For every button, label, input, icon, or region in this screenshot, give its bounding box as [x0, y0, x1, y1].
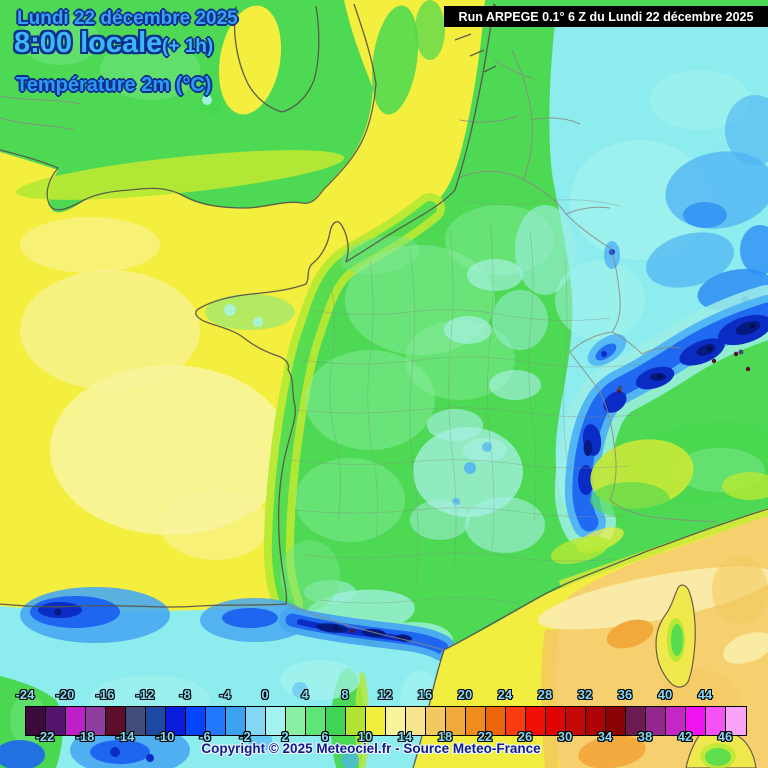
colorbar-cell: [586, 707, 606, 735]
colorbar-label: 38: [637, 729, 653, 744]
colorbar-label: 22: [477, 729, 493, 744]
colorbar-cell: [266, 707, 286, 735]
copyright-line: Copyright © 2025 Meteociel.fr - Source M…: [201, 741, 541, 756]
colorbar-label: 6: [321, 729, 329, 744]
colorbar-cell: [606, 707, 626, 735]
colorbar-cell: [66, 707, 86, 735]
colorbar-cell: [226, 707, 246, 735]
colorbar-cell: [646, 707, 666, 735]
colorbar-label: 2: [281, 729, 289, 744]
colorbar-label: 40: [657, 687, 673, 702]
colorbar-cell: [566, 707, 586, 735]
colorbar-cell: [386, 707, 406, 735]
colorbar-label: 42: [677, 729, 693, 744]
colorbar-label: 4: [301, 687, 309, 702]
colorbar-cell: [306, 707, 326, 735]
colorbar-label: 32: [577, 687, 593, 702]
colorbar-cell: [526, 707, 546, 735]
colorbar-cell: [46, 707, 66, 735]
colorbar-label: 26: [517, 729, 533, 744]
colorbar-cell: [546, 707, 566, 735]
colorbar-cell: [106, 707, 126, 735]
map-date: Lundi 22 décembre 2025: [17, 8, 238, 29]
colorbar-label: -16: [95, 687, 115, 702]
colorbar-cell: [726, 707, 746, 735]
map-time: 8:00 locale: [14, 27, 163, 59]
colorbar-cell: [186, 707, 206, 735]
colorbar-cell: [366, 707, 386, 735]
colorbar-cell: [166, 707, 186, 735]
colorbar-label: 28: [537, 687, 553, 702]
colorbar-cell: [146, 707, 166, 735]
colorbar-cell: [246, 707, 266, 735]
colorbar-cell: [286, 707, 306, 735]
colorbar-cell: [86, 707, 106, 735]
colorbar-cell: [506, 707, 526, 735]
colorbar-cell: [406, 707, 426, 735]
colorbar-label: 14: [397, 729, 413, 744]
colorbar-cell: [686, 707, 706, 735]
colorbar-cell: [326, 707, 346, 735]
colorbar-cell: [426, 707, 446, 735]
colorbar-cell: [446, 707, 466, 735]
colorbar-label: 18: [437, 729, 453, 744]
colorbar-label: 20: [457, 687, 473, 702]
colorbar-label: 10: [357, 729, 373, 744]
colorbar-label: -20: [55, 687, 75, 702]
run-banner: Run ARPEGE 0.1° 6 Z du Lundi 22 décembre…: [444, 6, 768, 27]
map-variable-label: Température 2m (°C): [16, 74, 212, 96]
colorbar-label: -2: [239, 729, 251, 744]
colorbar-label: 34: [597, 729, 613, 744]
colorbar-label: -10: [155, 729, 175, 744]
colorbar-label: 8: [341, 687, 349, 702]
map-time-offset: (+ 1h): [162, 36, 214, 57]
colorbar-cell: [26, 707, 46, 735]
colorbar-label: 46: [717, 729, 733, 744]
colorbar-label: -14: [115, 729, 135, 744]
colorbar-label: -24: [15, 687, 35, 702]
colorbar-label: -6: [199, 729, 211, 744]
run-banner-text: Run ARPEGE 0.1° 6 Z du Lundi 22 décembre…: [458, 9, 754, 24]
colorbar-cell: [626, 707, 646, 735]
colorbar-label: -22: [35, 729, 55, 744]
colorbar-cell: [466, 707, 486, 735]
colorbar-cell: [486, 707, 506, 735]
colorbar-label: 44: [697, 687, 713, 702]
colorbar-label: 36: [617, 687, 633, 702]
colorbar-label: -4: [219, 687, 231, 702]
colorbar-cell: [126, 707, 146, 735]
colorbar-cell: [206, 707, 226, 735]
colorbar-label: 30: [557, 729, 573, 744]
colorbar-cells: [25, 706, 747, 736]
colorbar-label: -12: [135, 687, 155, 702]
colorbar-label: -18: [75, 729, 95, 744]
colorbar-label: 24: [497, 687, 513, 702]
colorbar-cell: [346, 707, 366, 735]
colorbar-label: 12: [377, 687, 393, 702]
colorbar-label: -8: [179, 687, 191, 702]
colorbar-cell: [666, 707, 686, 735]
colorbar-label: 0: [261, 687, 269, 702]
colorbar-label: 16: [417, 687, 433, 702]
colorbar-cell: [706, 707, 726, 735]
